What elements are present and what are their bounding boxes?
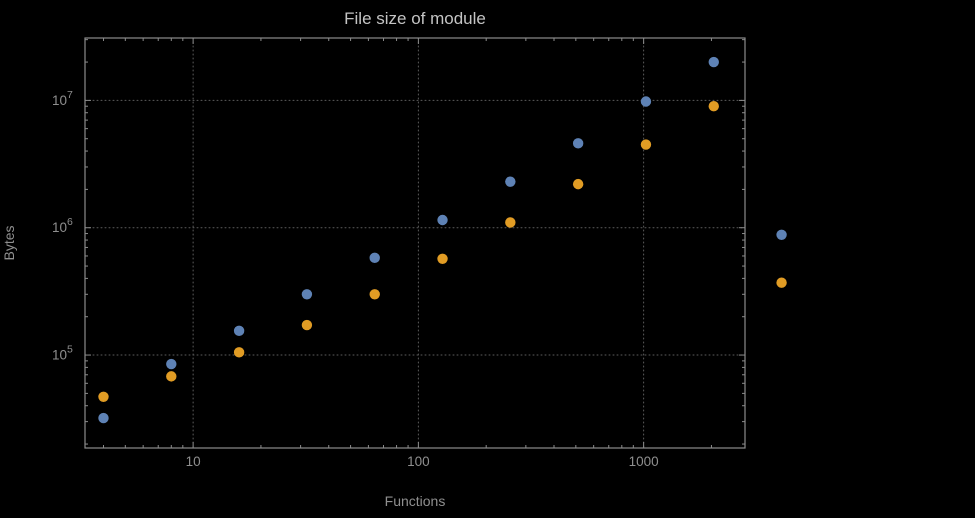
data-point-blue <box>166 358 177 370</box>
data-point-orange <box>572 178 584 190</box>
data-point-blue <box>369 252 380 264</box>
data-point-blue <box>640 96 652 107</box>
data-point-orange <box>233 347 245 358</box>
data-point-orange <box>166 371 177 382</box>
data-point-orange <box>505 217 516 228</box>
data-point-blue <box>572 138 584 149</box>
y-tick-label: 105 <box>52 344 73 363</box>
data-point-orange <box>98 391 109 403</box>
data-point-blue <box>301 289 313 300</box>
data-point-orange <box>437 253 448 265</box>
data-point-blue <box>98 412 109 424</box>
x-axis-label: Functions <box>385 493 446 509</box>
data-point-blue <box>708 56 719 68</box>
y-tick-label: 106 <box>52 216 73 235</box>
plot-frame <box>84 37 746 449</box>
data-point-blue <box>233 325 245 337</box>
y-axis-label: Bytes <box>1 225 17 260</box>
data-point-orange <box>776 277 787 288</box>
data-point-blue <box>776 229 787 240</box>
data-point-blue <box>437 214 448 226</box>
data-point-orange <box>369 289 380 300</box>
data-point-orange <box>708 101 719 112</box>
x-tick-label: 100 <box>407 454 430 469</box>
plot-title: File size of module <box>344 9 486 28</box>
data-point-orange <box>640 139 652 150</box>
x-tick-label: 1000 <box>629 454 659 469</box>
plot-layer: 10 100 1000 105 106 107 <box>52 37 787 469</box>
x-tick-label: 10 <box>186 454 201 469</box>
data-point-orange <box>301 319 313 331</box>
data-point-blue <box>505 176 516 187</box>
y-tick-label: 107 <box>52 89 73 108</box>
